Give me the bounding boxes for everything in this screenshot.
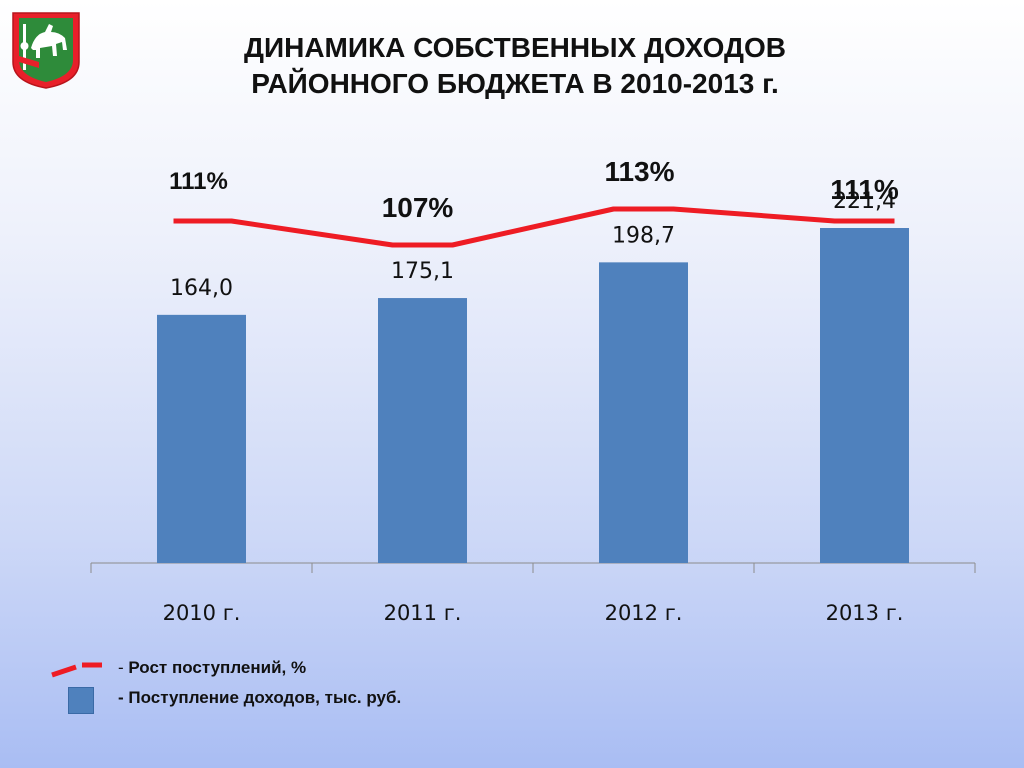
- growth-value-label: 113%: [604, 156, 674, 187]
- growth-line: [173, 206, 895, 248]
- bar-value-label: 198,7: [612, 223, 675, 248]
- bar-value-label: 221,4: [833, 189, 896, 214]
- x-tick-label: 2011 г.: [384, 601, 462, 625]
- page-title: ДИНАМИКА СОБСТВЕННЫХ ДОХОДОВ РАЙОННОГО Б…: [90, 30, 940, 102]
- legend-bar-swatch: [68, 687, 94, 714]
- legend-revenue-label: - Поступление доходов, тыс. руб.: [118, 688, 402, 707]
- bar: [378, 298, 467, 563]
- growth-value-label: 111%: [169, 168, 228, 195]
- x-tick-label: 2012 г.: [605, 601, 683, 625]
- bar-value-label: 175,1: [391, 259, 454, 284]
- bar: [820, 228, 909, 563]
- growth-value-label: 107%: [382, 192, 454, 223]
- legend-growth-text: - Рост поступлений, %: [118, 658, 306, 678]
- legend-line-swatch: [51, 662, 102, 678]
- legend-growth-label: Рост поступлений, %: [128, 658, 307, 677]
- bar: [599, 262, 688, 563]
- title-line-1: ДИНАМИКА СОБСТВЕННЫХ ДОХОДОВ: [244, 32, 786, 63]
- title-line-2: РАЙОННОГО БЮДЖЕТА В 2010-2013 г.: [251, 68, 779, 99]
- bar: [157, 314, 246, 563]
- legend-growth-prefix: -: [118, 658, 129, 677]
- x-tick-label: 2010 г.: [163, 601, 241, 625]
- x-tick-label: 2013 г.: [826, 601, 904, 625]
- growth-value-label: 111%: [830, 174, 899, 205]
- bar-value-label: 164,0: [170, 276, 233, 301]
- coat-of-arms-icon: [12, 12, 80, 89]
